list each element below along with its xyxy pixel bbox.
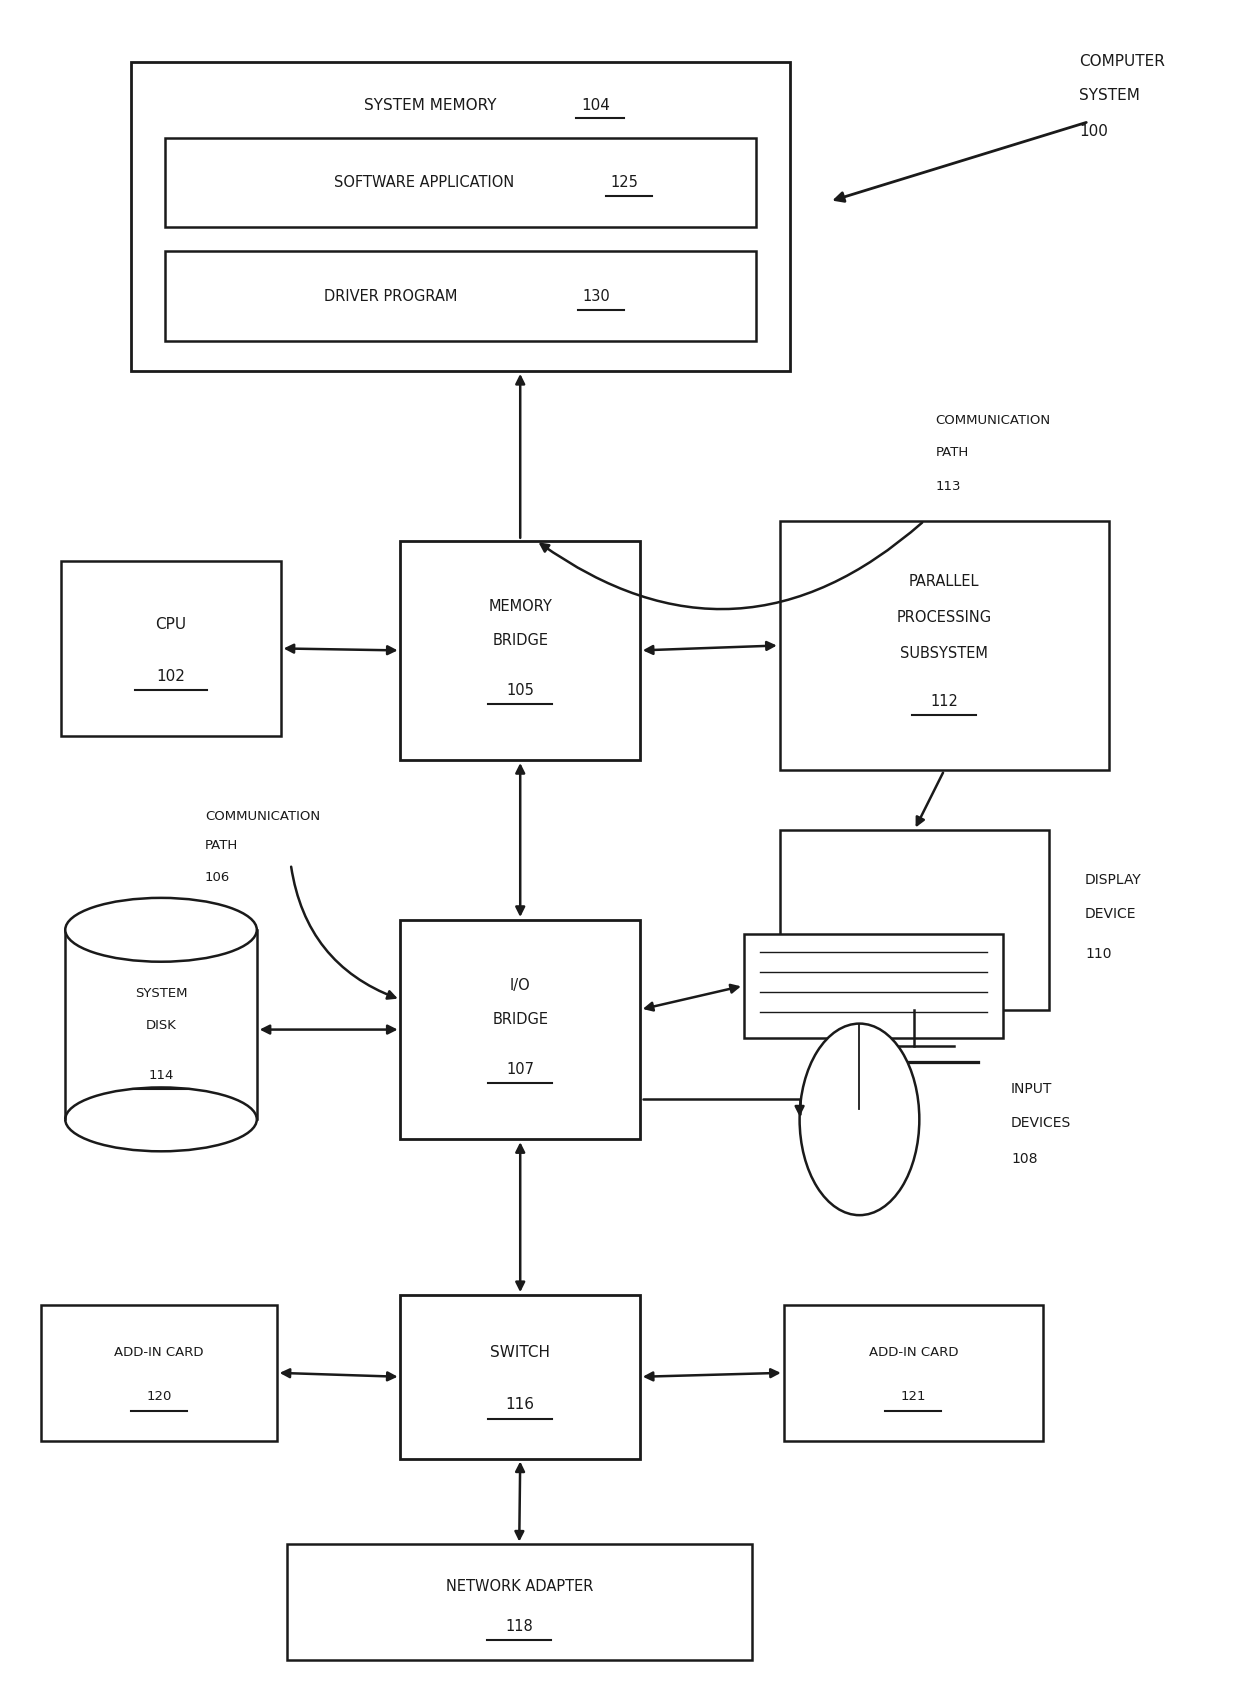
Text: PATH: PATH [205, 839, 238, 853]
Text: BRIDGE: BRIDGE [492, 1013, 548, 1028]
Text: SYSTEM MEMORY: SYSTEM MEMORY [365, 98, 497, 113]
Text: 102: 102 [156, 669, 186, 685]
Text: 112: 112 [930, 693, 959, 708]
Text: PATH: PATH [935, 446, 968, 459]
Bar [780, 829, 1049, 1009]
Ellipse shape [800, 1024, 919, 1214]
Text: DISPLAY: DISPLAY [1085, 873, 1142, 886]
Text: 116: 116 [506, 1398, 534, 1413]
Text: SUBSYSTEM: SUBSYSTEM [900, 646, 988, 661]
Text: CPU: CPU [155, 617, 186, 632]
Text: SYSTEM: SYSTEM [1079, 87, 1140, 103]
Bar [401, 540, 640, 760]
Text: 100: 100 [1079, 124, 1107, 140]
Text: I/O: I/O [510, 979, 531, 992]
Text: COMMUNICATION: COMMUNICATION [205, 809, 320, 822]
Text: SWITCH: SWITCH [490, 1346, 551, 1361]
Text: PARALLEL: PARALLEL [909, 574, 980, 589]
Text: DEVICE: DEVICE [1085, 907, 1136, 920]
Bar [401, 1295, 640, 1458]
Bar [784, 1305, 1043, 1441]
Text: DISK: DISK [145, 1019, 176, 1033]
Bar [165, 251, 755, 341]
Text: 108: 108 [1011, 1152, 1038, 1166]
Text: SOFTWARE APPLICATION: SOFTWARE APPLICATION [335, 175, 515, 190]
Text: 130: 130 [582, 289, 610, 304]
Text: 105: 105 [506, 683, 534, 698]
Text: MEMORY: MEMORY [489, 599, 552, 614]
Bar [286, 1544, 751, 1660]
Text: 114: 114 [149, 1070, 174, 1082]
Text: DRIVER PROGRAM: DRIVER PROGRAM [324, 289, 458, 304]
Bar [780, 521, 1109, 770]
Text: ADD-IN CARD: ADD-IN CARD [114, 1346, 203, 1359]
Text: 121: 121 [900, 1391, 926, 1403]
Text: INPUT: INPUT [1011, 1083, 1053, 1097]
Text: DEVICES: DEVICES [1011, 1117, 1071, 1130]
Text: COMMUNICATION: COMMUNICATION [935, 414, 1050, 427]
Text: PROCESSING: PROCESSING [897, 611, 992, 626]
Text: NETWORK ADAPTER: NETWORK ADAPTER [445, 1579, 593, 1595]
Text: 120: 120 [146, 1391, 171, 1403]
Text: 110: 110 [1085, 947, 1111, 960]
Text: 104: 104 [582, 98, 610, 113]
Text: 118: 118 [506, 1618, 533, 1633]
Bar [131, 62, 790, 372]
Bar [744, 934, 1003, 1038]
Text: ADD-IN CARD: ADD-IN CARD [868, 1346, 959, 1359]
Bar [165, 138, 755, 227]
Text: 125: 125 [610, 175, 637, 190]
Text: 107: 107 [506, 1061, 534, 1076]
Text: SYSTEM: SYSTEM [135, 987, 187, 1001]
Bar [61, 560, 280, 737]
Bar [401, 920, 640, 1139]
Ellipse shape [66, 898, 257, 962]
Text: 113: 113 [935, 481, 961, 493]
Text: COMPUTER: COMPUTER [1079, 54, 1164, 69]
Text: BRIDGE: BRIDGE [492, 632, 548, 648]
Bar [41, 1305, 277, 1441]
Text: 106: 106 [205, 871, 231, 885]
